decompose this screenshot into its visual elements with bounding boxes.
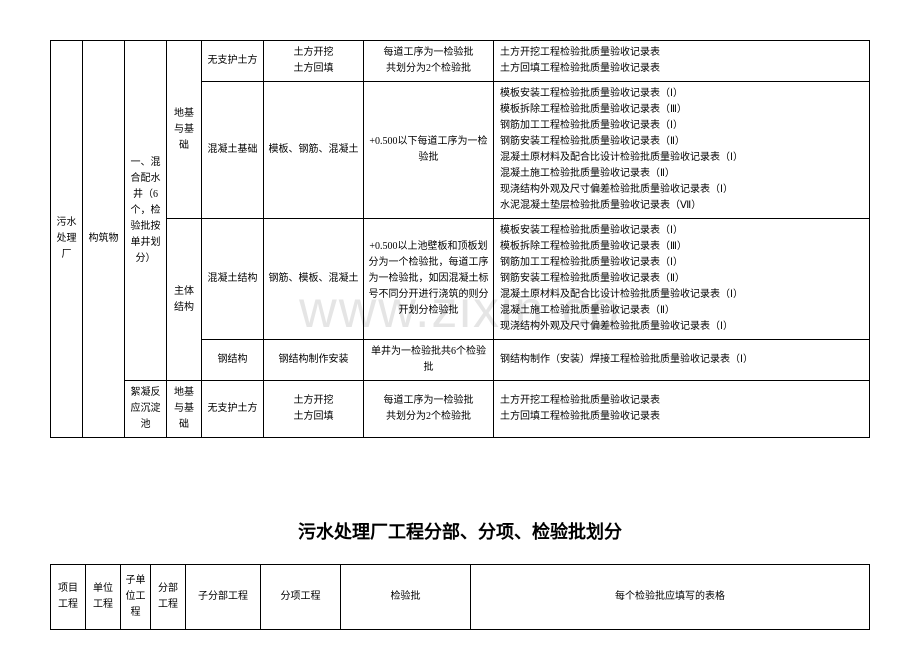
table2-container: 项目工程 单位工程 子单位工程 分部工程 子分部工程 分项工程 检验批 每个检验… (50, 564, 870, 630)
header-section: 分部工程 (151, 565, 186, 630)
forms4-cell: 钢结构制作（安装）焊接工程检验批质量验收记录表（Ⅰ） (494, 340, 870, 381)
main-table: 污水处理厂 构筑物 一、混合配水井（6个，检验批按单井划分） 地基与基础 无支护… (50, 40, 870, 438)
section2-cell: 主体结构 (167, 219, 202, 381)
subsection3-cell: 混凝土结构 (202, 219, 264, 340)
item4-cell: 钢结构制作安装 (264, 340, 364, 381)
section3-cell: 地基与基础 (167, 381, 202, 438)
batch5-cell: 每道工序为一检验批 共划分为2个检验批 (364, 381, 494, 438)
table-row: 污水处理厂 构筑物 一、混合配水井（6个，检验批按单井划分） 地基与基础 无支护… (51, 41, 870, 82)
item2-cell: 模板、钢筋、混凝土 (264, 82, 364, 219)
batch3-cell: +0.500以上池壁板和顶板划分为一个检验批，每道工序为一检验批，如因混凝土标号… (364, 219, 494, 340)
item3-cell: 钢筋、模板、混凝土 (264, 219, 364, 340)
table-row: 主体结构 混凝土结构 钢筋、模板、混凝土 +0.500以上池壁板和顶板划分为一个… (51, 219, 870, 340)
header-table: 项目工程 单位工程 子单位工程 分部工程 子分部工程 分项工程 检验批 每个检验… (50, 564, 870, 630)
forms2-cell: 模板安装工程检验批质量验收记录表（Ⅰ） 模板拆除工程检验批质量验收记录表（Ⅲ） … (494, 82, 870, 219)
unit-cell: 构筑物 (83, 41, 125, 438)
batch4-cell: 单井为一检验批共6个检验批 (364, 340, 494, 381)
header-project: 项目工程 (51, 565, 86, 630)
header-unit: 单位工程 (86, 565, 121, 630)
batch2-cell: +0.500以下每道工序为一检验批 (364, 82, 494, 219)
header-subunit: 子单位工程 (121, 565, 151, 630)
forms5-cell: 土方开挖工程检验批质量验收记录表 土方回填工程检验批质量验收记录表 (494, 381, 870, 438)
item1-cell: 土方开挖 土方回填 (264, 41, 364, 82)
subsection5-cell: 无支护土方 (202, 381, 264, 438)
batch1-cell: 每道工序为一检验批 共划分为2个检验批 (364, 41, 494, 82)
header-batch: 检验批 (341, 565, 471, 630)
subsection2-cell: 混凝土基础 (202, 82, 264, 219)
page-title: 污水处理厂工程分部、分项、检验批划分 (50, 518, 870, 544)
subunit1-cell: 一、混合配水井（6个，检验批按单井划分） (125, 41, 167, 381)
subsection1-cell: 无支护土方 (202, 41, 264, 82)
subunit2-cell: 絮凝反应沉淀池 (125, 381, 167, 438)
table-row: 絮凝反应沉淀池 地基与基础 无支护土方 土方开挖 土方回填 每道工序为一检验批 … (51, 381, 870, 438)
forms3-cell: 模板安装工程检验批质量验收记录表（Ⅰ） 模板拆除工程检验批质量验收记录表（Ⅲ） … (494, 219, 870, 340)
table1-container: 污水处理厂 构筑物 一、混合配水井（6个，检验批按单井划分） 地基与基础 无支护… (50, 40, 870, 438)
subsection4-cell: 钢结构 (202, 340, 264, 381)
header-subsection: 子分部工程 (186, 565, 261, 630)
project-cell: 污水处理厂 (51, 41, 83, 438)
forms1-cell: 土方开挖工程检验批质量验收记录表 土方回填工程检验批质量验收记录表 (494, 41, 870, 82)
header-forms: 每个检验批应填写的表格 (471, 565, 870, 630)
header-item: 分项工程 (261, 565, 341, 630)
table-header-row: 项目工程 单位工程 子单位工程 分部工程 子分部工程 分项工程 检验批 每个检验… (51, 565, 870, 630)
section1-cell: 地基与基础 (167, 41, 202, 219)
item5-cell: 土方开挖 土方回填 (264, 381, 364, 438)
